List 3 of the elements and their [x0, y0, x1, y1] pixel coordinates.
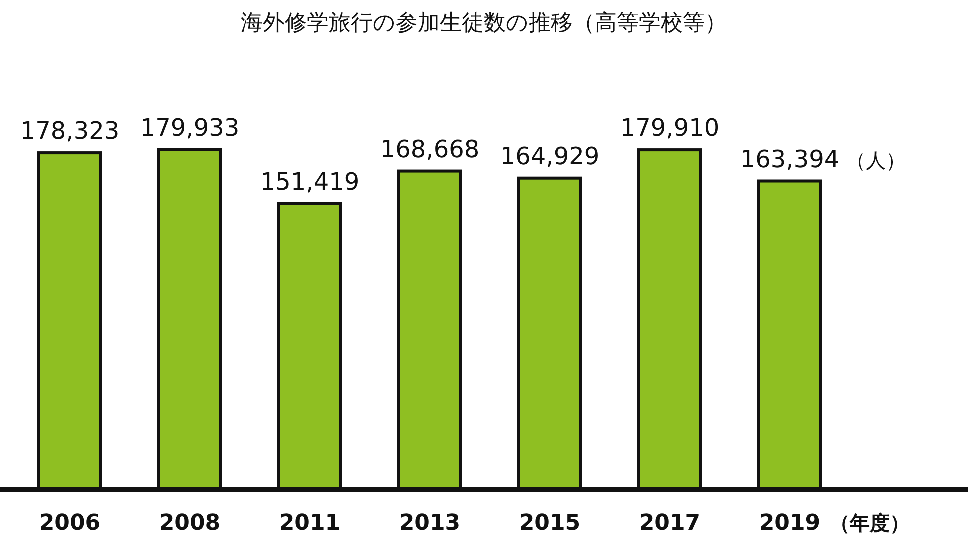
ylabel: （人） — [846, 148, 906, 172]
xlabel: （年度） — [830, 511, 910, 535]
title: 海外修学旅行の参加生徒数の推移（高等学校等） — [241, 11, 727, 36]
